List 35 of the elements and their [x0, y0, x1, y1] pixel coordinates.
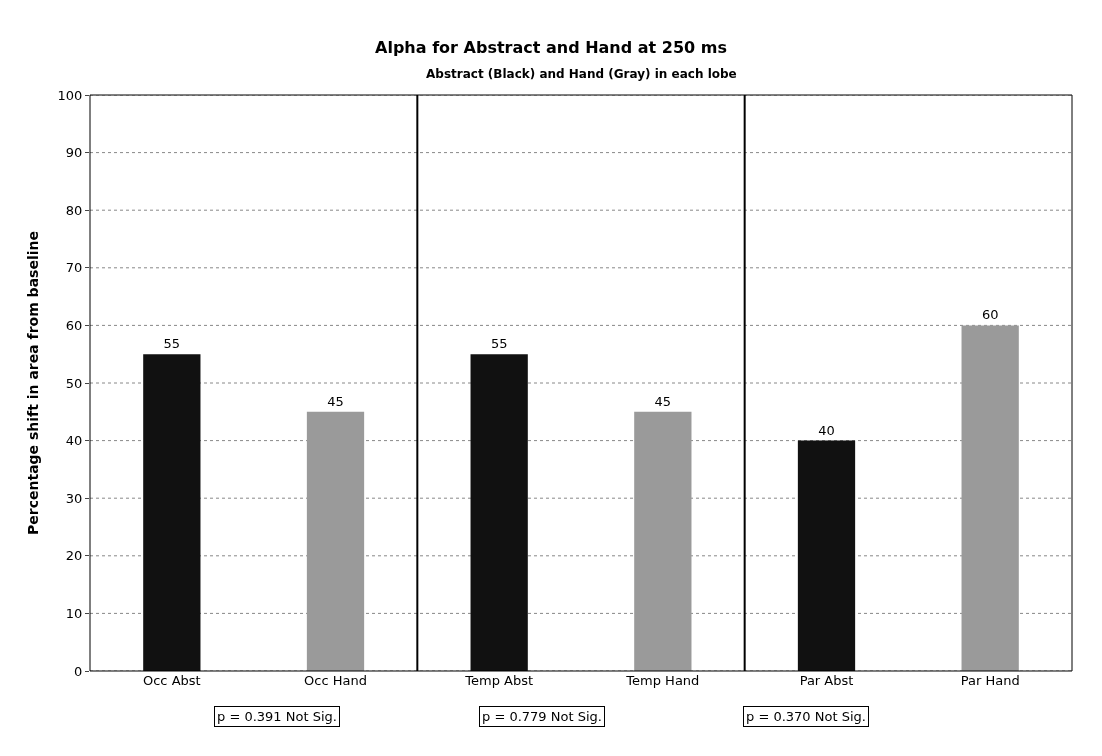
y-tick-label: 20 — [65, 548, 83, 564]
x-tick-label: Temp Abst — [464, 673, 534, 688]
y-tick-label: 60 — [65, 317, 83, 333]
y-tick-label: 100 — [57, 87, 83, 103]
y-tick-label: 40 — [65, 433, 83, 449]
chart-title: Alpha for Abstract and Hand at 250 ms — [375, 37, 727, 57]
data-label: 55 — [163, 336, 181, 352]
bar — [634, 411, 692, 671]
data-label: 55 — [490, 336, 508, 352]
y-tick-label: 0 — [74, 663, 83, 679]
y-tick-label: 90 — [65, 145, 83, 161]
data-label: 60 — [981, 307, 999, 323]
text: p = 0.370 Not Sig. — [746, 709, 866, 724]
bar — [306, 411, 365, 671]
y-tick-label: 80 — [65, 202, 83, 218]
y-axis-title: Percentage shift in area from baseline — [25, 231, 42, 535]
data-label: 40 — [818, 422, 835, 438]
x-tick-label: Temp Hand — [625, 673, 700, 688]
text: p = 0.779 Not Sig. — [482, 709, 602, 724]
bar — [470, 354, 528, 671]
data-label: 45 — [654, 393, 672, 409]
x-tick-label: Par Abst — [799, 673, 854, 688]
chart-subtitle: Abstract (Black) and Hand (Gray) in each lobe — [426, 67, 737, 81]
x-tick-label: Occ Hand — [304, 673, 367, 688]
y-tick-label: 70 — [65, 260, 83, 276]
y-tick-label: 30 — [65, 490, 83, 506]
bar — [961, 325, 1019, 671]
y-tick-label: 50 — [65, 375, 83, 391]
y-tick-label: 10 — [65, 605, 83, 621]
bar — [797, 440, 856, 671]
bar — [143, 354, 201, 671]
data-label: 45 — [327, 393, 344, 409]
x-tick-label: Par Hand — [960, 673, 1020, 688]
text: p = 0.391 Not Sig. — [217, 709, 337, 724]
x-tick-label: Occ Abst — [142, 673, 201, 688]
